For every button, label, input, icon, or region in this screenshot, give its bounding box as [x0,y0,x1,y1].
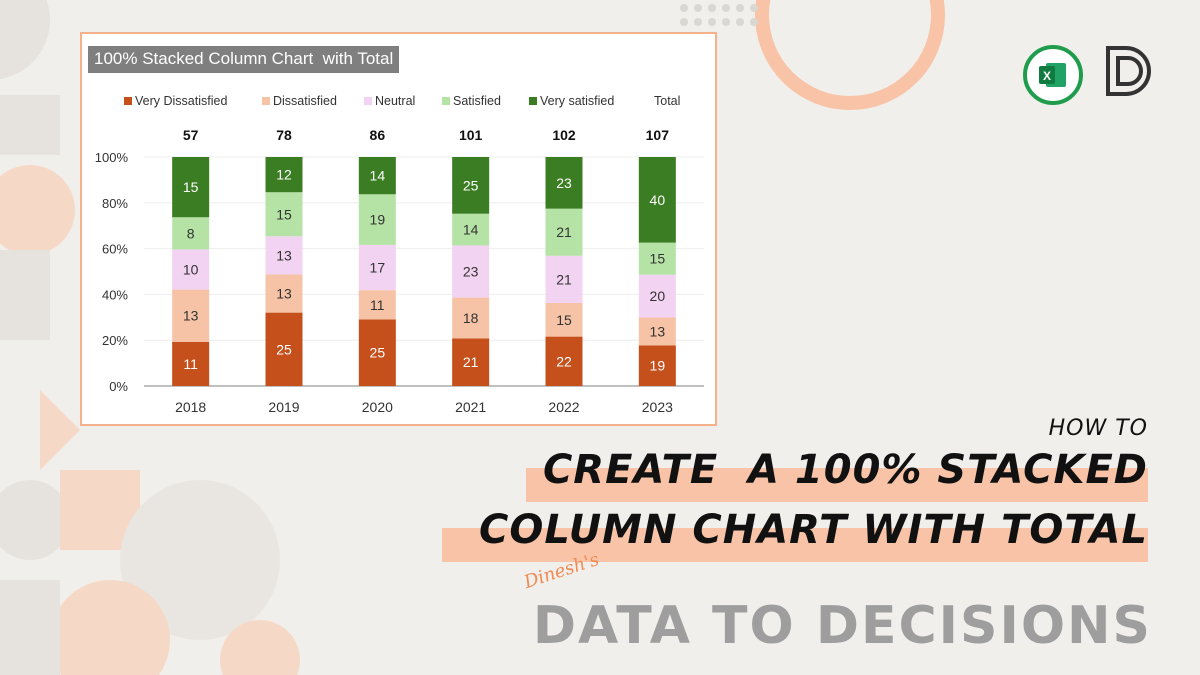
legend-swatch [262,97,270,105]
legend-label: Total [654,94,680,108]
legend-label: Dissatisfied [273,94,337,108]
data-label: 23 [556,175,572,191]
data-label: 21 [463,354,479,370]
x-tick-label: 2023 [642,399,673,415]
data-label: 10 [183,261,199,277]
data-label: 19 [370,212,386,228]
data-label: 20 [650,288,666,304]
data-label: 11 [183,356,198,372]
stacked-column-chart: 0%20%40%60%80%100%1113108155720182513131… [82,34,715,424]
total-label: 101 [459,127,483,143]
d-monogram-icon [1102,42,1160,100]
data-label: 17 [370,260,386,276]
legend-label: Neutral [375,94,415,108]
excel-icon: X [1022,44,1084,106]
legend-label: Satisfied [453,94,501,108]
data-label: 25 [463,177,479,193]
svg-text:X: X [1043,69,1051,83]
total-label: 102 [552,127,576,143]
x-tick-label: 2021 [455,399,486,415]
data-label: 21 [556,224,572,240]
y-tick-label: 100% [95,150,129,165]
data-label: 14 [463,222,479,238]
data-label: 40 [650,192,666,208]
y-tick-label: 20% [102,333,128,348]
data-label: 25 [276,341,292,357]
data-label: 21 [556,271,572,287]
data-label: 14 [370,168,386,184]
brand-name: DATA TO DECISIONS [533,596,1152,656]
data-label: 15 [650,251,666,267]
data-label: 11 [370,297,385,313]
data-label: 8 [187,225,195,241]
data-label: 12 [276,167,292,183]
data-label: 25 [370,345,386,361]
data-label: 22 [556,353,572,369]
y-tick-label: 40% [102,287,128,302]
data-label: 13 [650,323,666,339]
chart-title: 100% Stacked Column Chart with Total [88,46,399,73]
y-tick-label: 60% [102,242,128,257]
total-label: 57 [183,127,199,143]
legend-swatch [124,97,132,105]
legend-label: Very Dissatisfied [135,94,227,108]
headline-line-1: CREATE A 100% STACKED [543,447,1148,493]
x-tick-label: 2018 [175,399,206,415]
total-label: 107 [646,127,670,143]
x-tick-label: 2020 [362,399,393,415]
headline-line-2: COLUMN CHART WITH TOTAL [479,507,1148,553]
data-label: 15 [556,312,572,328]
data-label: 15 [276,206,292,222]
chart-card: 0% 20% 40% 60% 80% 100% 11 13 10 8 15 57 2018 25 13 13 1… [80,32,717,426]
data-label: 13 [276,286,292,302]
x-tick-label: 2019 [268,399,299,415]
data-label: 18 [463,310,479,326]
data-label: 13 [183,308,199,324]
x-tick-label: 2022 [548,399,579,415]
data-label: 15 [183,179,199,195]
legend-swatch [529,97,537,105]
legend-swatch [364,97,372,105]
data-label: 23 [463,264,479,280]
how-to-label: HOW TO [1049,416,1148,441]
y-tick-label: 80% [102,196,128,211]
y-tick-label: 0% [109,379,128,394]
total-label: 78 [276,127,292,143]
data-label: 13 [276,247,292,263]
legend-label: Very satisfied [540,94,614,108]
total-label: 86 [370,127,386,143]
legend-swatch [442,97,450,105]
data-label: 19 [650,358,666,374]
